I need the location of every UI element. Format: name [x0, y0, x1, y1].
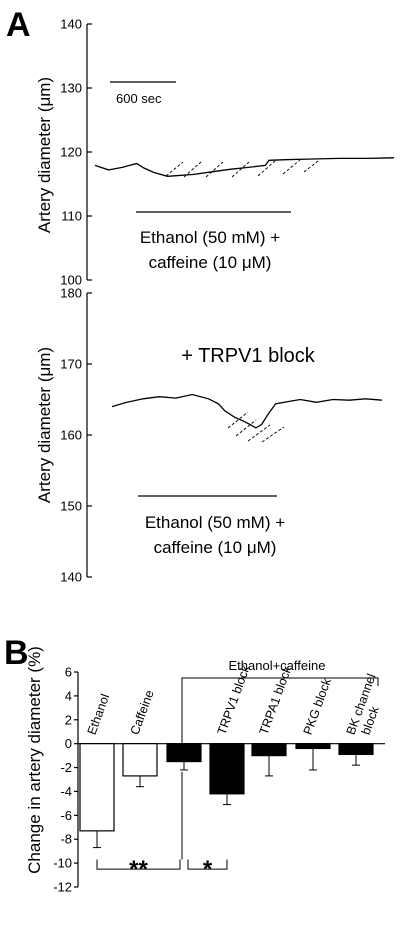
scale-bar: 600 sec	[110, 81, 176, 106]
chart-b-category-labels: Ethanol Caffeine TRPV1 block TRPA1 block PKG…	[85, 663, 382, 737]
bar	[166, 743, 202, 763]
y-tick-label: -8	[60, 832, 72, 847]
bar	[79, 743, 115, 832]
y-tick-label: 0	[65, 736, 72, 751]
hatch-line	[235, 419, 257, 437]
significance-bracket	[187, 859, 228, 870]
chart-b-significance: ** *	[96, 700, 228, 883]
y-tick-label: 160	[60, 428, 82, 443]
y-tick-label: 130	[60, 81, 82, 96]
diameter-trace	[94, 157, 395, 177]
group-bracket-label: Ethanol+caffeine	[229, 658, 326, 673]
y-tick-label: 170	[60, 357, 82, 372]
chart-a-top-annotation-line1: Ethanol (50 mM) +	[140, 228, 280, 247]
category-label: TRPA1 block	[257, 664, 295, 737]
y-tick-label: 4	[65, 688, 72, 703]
panel-a-letter: A	[6, 6, 31, 44]
bar	[209, 743, 245, 795]
chart-a-top-plot	[94, 157, 395, 178]
group-bracket-line	[181, 677, 379, 700]
y-tick-label: 110	[61, 209, 82, 224]
y-tick-label: 120	[60, 145, 82, 160]
category-label: Ethanol	[85, 692, 113, 737]
scale-bar-label: 600 sec	[116, 91, 162, 106]
hatch-line	[231, 161, 250, 178]
y-tick-label: 180	[60, 286, 82, 301]
chart-a-bottom-annotation-line2: caffeine (10 μM)	[154, 538, 277, 557]
hatch-line	[282, 159, 301, 175]
hatch-line	[261, 426, 285, 443]
chart-a-top-annotation-line2: caffeine (10 μM)	[149, 253, 272, 272]
y-tick-label: -12	[53, 880, 72, 895]
y-tick-label: -6	[60, 808, 72, 823]
chart-a-bottom-annotation-line1: Ethanol (50 mM) +	[145, 513, 285, 532]
y-tick-label: 140	[60, 570, 82, 585]
category-label: TRPV1 block	[215, 663, 253, 737]
significance-bracket	[96, 859, 181, 870]
y-tick-label: 150	[60, 499, 82, 514]
chart-a-bottom-ylabel: Artery diameter (μm)	[35, 347, 54, 503]
hatch-line	[247, 424, 271, 442]
chart-b: Change in artery diameter (%) 6 4 2 0 -2 -4 -6…	[25, 646, 385, 895]
chart-a-top: Artery diameter (μm) 100 110 120 130 140 600…	[35, 17, 395, 288]
hatch-line	[205, 161, 224, 178]
bar	[295, 743, 331, 750]
y-tick-label: 140	[60, 17, 82, 32]
panel-b-letter: B	[4, 634, 29, 672]
diameter-trace	[111, 393, 383, 429]
hatch-line	[303, 160, 319, 173]
significance-label: *	[203, 856, 213, 883]
hatch-line	[183, 161, 202, 178]
hatch-line	[257, 160, 276, 177]
chart-a-bottom-y-axis: 140 150 160 170 180	[60, 286, 92, 585]
y-tick-label: 6	[65, 665, 72, 680]
y-tick-label: 100	[60, 273, 82, 288]
group-bracket: Ethanol+caffeine	[181, 658, 379, 700]
y-tick-label: -2	[60, 760, 72, 775]
hatch-line	[227, 411, 249, 429]
chart-a-bottom-plot	[111, 393, 383, 443]
significance-label: **	[129, 856, 148, 883]
y-tick-label: 2	[65, 712, 72, 727]
chart-b-bars	[79, 743, 374, 849]
bar	[122, 743, 158, 777]
bar	[338, 743, 374, 756]
y-tick-label: -4	[60, 784, 72, 799]
chart-a-top-y-axis: 100 110 120 130 140	[60, 17, 92, 288]
chart-a-bottom: Artery diameter (μm) 140 150 160 170 180 + T…	[35, 286, 383, 585]
category-label: Caffeine	[128, 688, 157, 736]
bar	[251, 743, 287, 757]
category-label: PKG block	[301, 676, 335, 737]
chart-b-ylabel: Change in artery diameter (%)	[25, 646, 44, 874]
chart-a-bottom-title: + TRPV1 block	[181, 345, 316, 367]
y-tick-label: -10	[53, 856, 72, 871]
chart-a-top-ylabel: Artery diameter (μm)	[35, 77, 54, 233]
hatch-line	[165, 161, 184, 177]
